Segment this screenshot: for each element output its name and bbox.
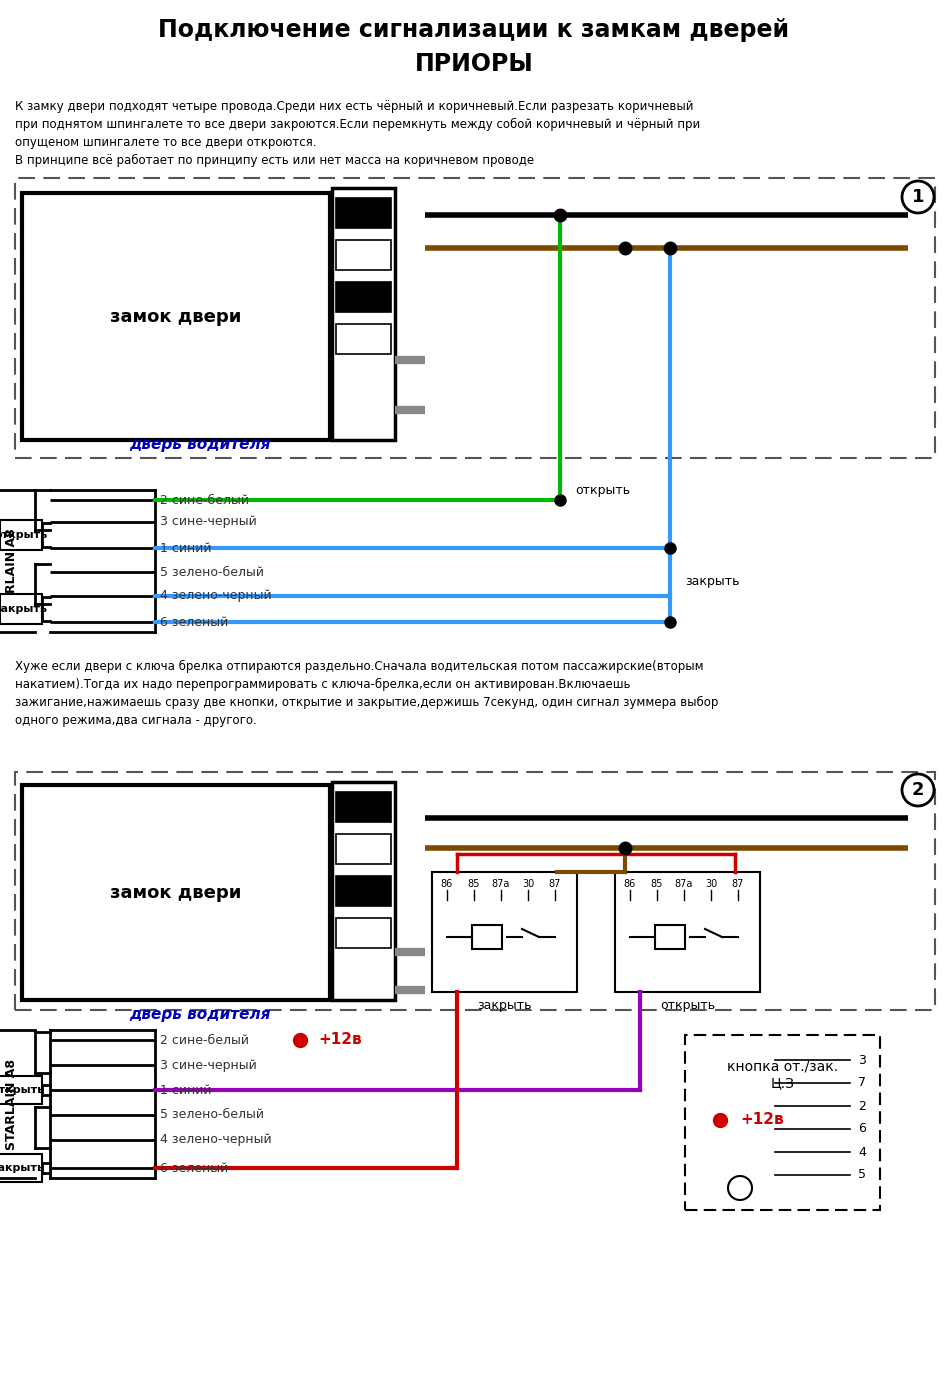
Text: 3 сине-черный: 3 сине-черный <box>160 1058 257 1071</box>
Text: 85: 85 <box>651 879 664 889</box>
Bar <box>336 877 391 906</box>
Bar <box>336 240 391 270</box>
Text: открыть: открыть <box>575 484 630 498</box>
Bar <box>615 872 760 993</box>
Text: 6 зеленый: 6 зеленый <box>160 1162 228 1174</box>
Bar <box>15 178 935 459</box>
Bar <box>336 282 391 312</box>
Text: 87: 87 <box>732 879 744 889</box>
Circle shape <box>902 180 934 212</box>
Text: закрыть: закрыть <box>477 1000 532 1012</box>
Text: 30: 30 <box>705 879 717 889</box>
Bar <box>685 1035 880 1211</box>
Bar <box>332 781 395 1000</box>
Bar <box>22 193 330 440</box>
Text: 5 зелено-белый: 5 зелено-белый <box>160 566 264 579</box>
Circle shape <box>902 774 934 807</box>
Text: 4 зелено-черный: 4 зелено-черный <box>160 590 272 603</box>
Text: 3: 3 <box>858 1054 866 1067</box>
Text: открыть: открыть <box>660 1000 715 1012</box>
Text: 6 зеленый: 6 зеленый <box>160 615 228 629</box>
Text: дверь водителя: дверь водителя <box>129 1008 271 1022</box>
Text: RLAIN A8: RLAIN A8 <box>6 528 19 593</box>
Text: 3 сине-черный: 3 сине-черный <box>160 516 257 528</box>
Text: 1 синий: 1 синий <box>160 1083 211 1096</box>
Bar <box>0 594 42 624</box>
Bar <box>332 187 395 440</box>
Bar <box>0 1153 42 1181</box>
Text: +12в: +12в <box>318 1033 361 1047</box>
Text: 4 зелено-черный: 4 зелено-черный <box>160 1134 272 1146</box>
Text: кнопка от./зак.
Ц.З: кнопка от./зак. Ц.З <box>727 1060 838 1090</box>
Bar <box>336 835 391 864</box>
Text: закрыть: закрыть <box>0 1163 45 1173</box>
Text: замок двери: замок двери <box>110 308 242 326</box>
Text: закрыть: закрыть <box>0 604 47 614</box>
Text: 2 сине-белый: 2 сине-белый <box>160 1033 249 1047</box>
Bar <box>0 520 42 549</box>
Bar <box>336 199 391 228</box>
Text: 86: 86 <box>441 879 453 889</box>
Text: Хуже если двери с ключа брелка отпираются раздельно.Сначала водительская потом п: Хуже если двери с ключа брелка отпираютс… <box>15 660 719 727</box>
Text: ПРИОРЫ: ПРИОРЫ <box>414 52 534 75</box>
Text: дверь водителя: дверь водителя <box>129 438 271 453</box>
Text: 5 зелено-белый: 5 зелено-белый <box>160 1109 264 1121</box>
Bar <box>336 793 391 822</box>
Bar <box>0 1076 42 1104</box>
Text: 7: 7 <box>858 1076 866 1089</box>
Text: 87a: 87a <box>492 879 510 889</box>
Bar <box>336 918 391 948</box>
Text: открыть: открыть <box>0 1085 45 1095</box>
Text: 2: 2 <box>858 1099 866 1113</box>
Text: 30: 30 <box>522 879 534 889</box>
Text: 2 сине-белый: 2 сине-белый <box>160 493 249 506</box>
Bar <box>655 925 685 949</box>
Circle shape <box>728 1176 752 1199</box>
Text: 1: 1 <box>912 187 924 206</box>
Text: Подключение сигнализации к замкам дверей: Подключение сигнализации к замкам дверей <box>158 18 790 42</box>
Text: замок двери: замок двери <box>110 884 242 902</box>
Text: 86: 86 <box>624 879 636 889</box>
Text: 2: 2 <box>912 781 924 800</box>
Text: 4: 4 <box>858 1145 866 1159</box>
Text: закрыть: закрыть <box>685 575 739 589</box>
Text: 1 синий: 1 синий <box>160 541 211 555</box>
Bar <box>22 786 330 1000</box>
Text: 6: 6 <box>858 1123 866 1135</box>
Text: 85: 85 <box>467 879 481 889</box>
Text: STARLAIN A8: STARLAIN A8 <box>6 1058 19 1149</box>
Text: 5: 5 <box>858 1169 866 1181</box>
Bar <box>336 324 391 354</box>
Bar <box>15 772 935 1009</box>
Bar <box>432 872 577 993</box>
Text: 87a: 87a <box>675 879 693 889</box>
Text: 87: 87 <box>549 879 561 889</box>
Bar <box>472 925 502 949</box>
Text: открыть: открыть <box>0 530 47 540</box>
Text: К замку двери подходят четыре провода.Среди них есть чёрный и коричневый.Если ра: К замку двери подходят четыре провода.Ср… <box>15 101 701 168</box>
Text: +12в: +12в <box>740 1113 784 1128</box>
